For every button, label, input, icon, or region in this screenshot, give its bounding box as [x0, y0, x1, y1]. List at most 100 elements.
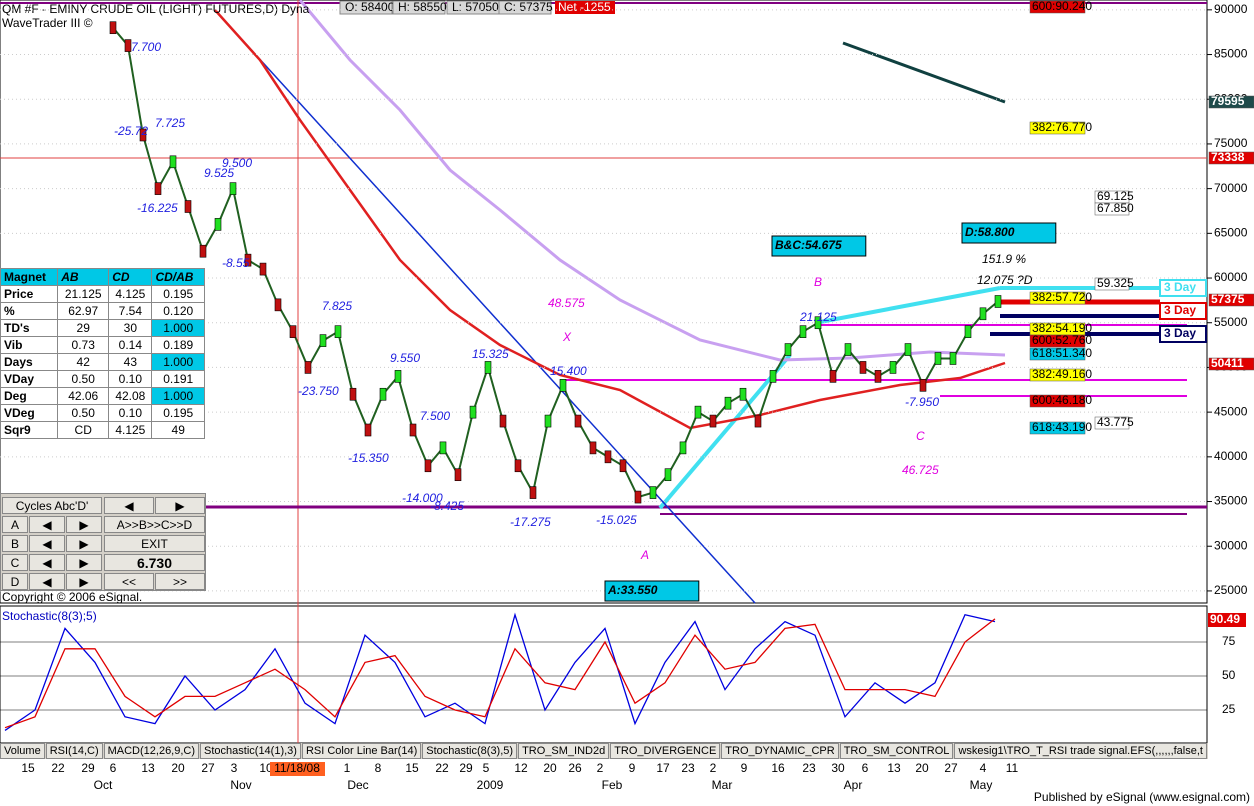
net-value: Net -1255	[558, 0, 611, 14]
button[interactable]: ▶	[66, 535, 102, 552]
table-row: VDeg 0.50 0.10 0.195	[0, 404, 205, 422]
annotation: B	[814, 275, 822, 289]
study-tab[interactable]: RSI Color Line Bar(14)	[301, 743, 422, 759]
annotation: -15.025	[596, 513, 637, 527]
table-cell: Days	[0, 353, 59, 371]
month-label: 2009	[477, 778, 504, 792]
candle	[949, 352, 957, 365]
stochastic-title: Stochastic(8(3);5)	[2, 609, 97, 623]
button[interactable]: ◀	[29, 535, 65, 552]
price-box-label: 618:51.340	[1032, 346, 1092, 360]
candle	[274, 298, 282, 312]
candle	[514, 459, 522, 473]
month-label: Feb	[602, 778, 623, 792]
study-tab[interactable]: wskesig1\TRO_T_RSI trade signal.EFS(,,,,…	[954, 743, 1207, 759]
candle	[259, 262, 267, 276]
button[interactable]: ◀	[29, 573, 65, 590]
moving-average	[214, 9, 1006, 430]
candle	[934, 352, 942, 365]
x-tick-label: 2	[597, 761, 604, 775]
table-cell: 42	[57, 353, 110, 371]
table-cell: 49	[151, 421, 205, 439]
button[interactable]: <<	[104, 573, 154, 590]
quote-box	[339, 0, 393, 15]
candle	[634, 490, 642, 504]
candle	[844, 343, 852, 356]
candle	[754, 414, 762, 428]
button[interactable]: ◀	[104, 497, 154, 514]
candle	[799, 325, 807, 338]
study-tab[interactable]: TRO_SM_IND2d	[518, 743, 610, 759]
annotation: -8.425	[430, 499, 464, 513]
candle	[544, 414, 552, 428]
candle	[454, 468, 462, 482]
candle	[364, 423, 372, 437]
table-cell: 0.50	[57, 370, 110, 388]
button[interactable]: A>>B>>C>>D	[104, 516, 205, 533]
candle	[379, 387, 387, 401]
day-box	[1159, 302, 1207, 320]
cycles-panel: Cycles Abc'D' ◀ ▶ A ◀ ▶ B ◀ ▶ C ◀ ▶ D ◀ ▶ A>>B>>C>>D EXI…	[0, 493, 206, 591]
label: A	[2, 516, 28, 533]
study-tab[interactable]: RSI(14,C)	[45, 743, 103, 759]
study-tab[interactable]: Stochastic(14(1),3)	[200, 743, 301, 759]
study-tab[interactable]: TRO_DYNAMIC_CPR	[721, 743, 839, 759]
x-tick-label: 22	[51, 761, 65, 775]
candle	[724, 396, 732, 410]
x-tick-label: 5	[483, 761, 490, 775]
table-row: TD's 29 30 1.000	[0, 319, 205, 337]
annotation: 15.325	[472, 347, 509, 361]
y-tick-label: 45000	[1214, 404, 1248, 418]
candle	[919, 379, 927, 392]
label: Cycles Abc'D'	[2, 497, 102, 514]
candle	[739, 387, 747, 401]
candle	[784, 343, 792, 356]
study-tab[interactable]: MACD(12,26,9,C)	[103, 743, 200, 759]
x-tick-label: 9	[741, 761, 748, 775]
study-tab[interactable]: TRO_SM_CONTROL	[839, 743, 954, 759]
annotation: -7.950	[905, 395, 939, 409]
x-tick-label: 30	[831, 761, 845, 775]
trend-line	[658, 353, 792, 510]
candle	[979, 307, 987, 321]
annotation: 151.9 %	[982, 252, 1026, 266]
table-header: Magnet	[0, 268, 59, 286]
button[interactable]: ▶	[155, 497, 205, 514]
button[interactable]: ◀	[29, 554, 65, 571]
cursor-date: 11/18/08	[274, 761, 320, 775]
button[interactable]: ▶	[66, 554, 102, 571]
candle	[319, 334, 327, 347]
y-tick-label: 85000	[1214, 47, 1248, 61]
study-tab[interactable]: Volume	[0, 743, 45, 759]
study-tab[interactable]: TRO_DIVERGENCE	[610, 743, 721, 759]
x-tick-label: 12	[514, 761, 528, 775]
x-tick-label: 27	[944, 761, 958, 775]
table-cell: 1.000	[151, 353, 205, 371]
table-cell: 21.125	[57, 285, 110, 303]
candle	[124, 39, 132, 52]
y-tick-label: 35000	[1214, 494, 1248, 508]
button[interactable]: EXIT	[104, 535, 205, 552]
candle	[994, 295, 1002, 308]
candle	[409, 423, 417, 437]
month-label: May	[970, 778, 993, 792]
button[interactable]: >>	[155, 573, 205, 590]
candle	[574, 414, 582, 428]
study-tab[interactable]: Stochastic(8(3),5)	[422, 743, 518, 759]
price-box-label: 69.125	[1097, 189, 1134, 203]
annotation: -25.72	[114, 124, 148, 138]
annotation: -23.750	[298, 384, 339, 398]
price-box	[1029, 334, 1086, 348]
day-label: 3 Day	[1164, 303, 1196, 317]
button[interactable]: ◀	[29, 516, 65, 533]
button[interactable]: ▶	[66, 516, 102, 533]
y-tick-label: 55000	[1214, 315, 1248, 329]
price-box-label: 57375	[1211, 292, 1245, 306]
candle	[559, 379, 567, 392]
table-cell: 42.06	[57, 387, 110, 405]
button[interactable]: ▶	[66, 573, 102, 590]
annotation: D:58.800	[965, 225, 1015, 239]
study-tabs: Volume RSI(14,C) MACD(12,26,9,C) Stochastic…	[0, 743, 1208, 759]
x-tick-label: 4	[980, 761, 987, 775]
price-box	[1094, 202, 1130, 216]
